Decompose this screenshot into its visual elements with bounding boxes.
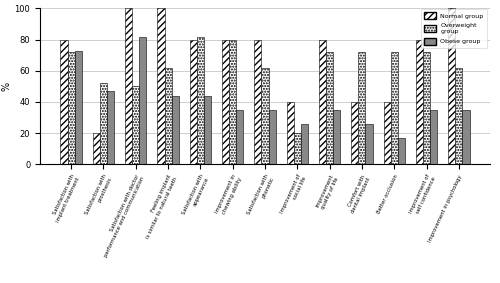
Bar [430,110,437,164]
Bar [236,110,244,164]
Bar [286,102,294,164]
Bar [319,40,326,164]
Bar [358,52,366,164]
Bar [423,52,430,164]
Bar [190,40,197,164]
Bar [416,40,423,164]
Bar [462,110,469,164]
Bar [222,40,229,164]
Bar [132,86,140,164]
Bar [254,40,262,164]
Bar [107,91,114,164]
Bar [456,68,462,164]
Bar [68,52,74,164]
Bar [262,68,268,164]
Bar [229,40,236,164]
Bar [294,133,301,164]
Bar [172,96,178,164]
Bar [60,40,68,164]
Bar [352,102,358,164]
Bar [93,133,100,164]
Legend: Normal group, Overweight
group, Obese group: Normal group, Overweight group, Obese gr… [421,8,487,48]
Bar [164,68,172,164]
Bar [100,83,107,164]
Y-axis label: %: % [2,82,12,91]
Bar [268,110,276,164]
Bar [74,51,82,164]
Bar [301,124,308,164]
Bar [398,138,405,164]
Bar [158,8,164,164]
Bar [140,37,146,164]
Bar [197,37,204,164]
Bar [326,52,333,164]
Bar [366,124,372,164]
Bar [384,102,390,164]
Bar [333,110,340,164]
Bar [204,96,211,164]
Bar [390,52,398,164]
Bar [125,8,132,164]
Bar [448,8,456,164]
